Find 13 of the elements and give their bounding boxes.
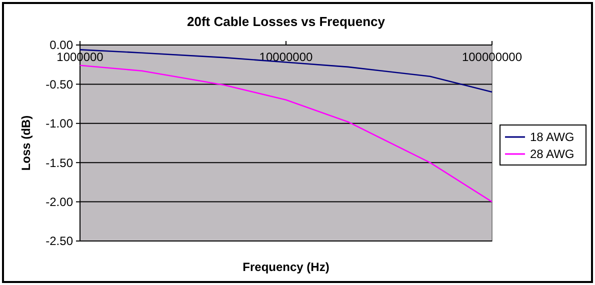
legend-label: 18 AWG <box>530 130 574 144</box>
y-tick-label: -2.00 <box>46 195 74 209</box>
legend-label: 28 AWG <box>530 147 574 162</box>
y-tick-label: -2.50 <box>46 234 74 248</box>
y-tick-label: 0.00 <box>50 38 74 52</box>
x-tick-label: 100000000 <box>462 50 522 64</box>
y-tick-label: -1.00 <box>46 116 74 131</box>
y-tick-label: -0.50 <box>46 77 74 92</box>
chart-title: 20ft Cable Losses vs Frequency <box>187 14 386 29</box>
y-tick-label: -1.50 <box>46 156 74 170</box>
y-axis-title: Loss (dB) <box>19 115 33 171</box>
x-tick-label: 10000000 <box>259 50 314 64</box>
x-axis-title: Frequency (Hz) <box>242 260 330 274</box>
